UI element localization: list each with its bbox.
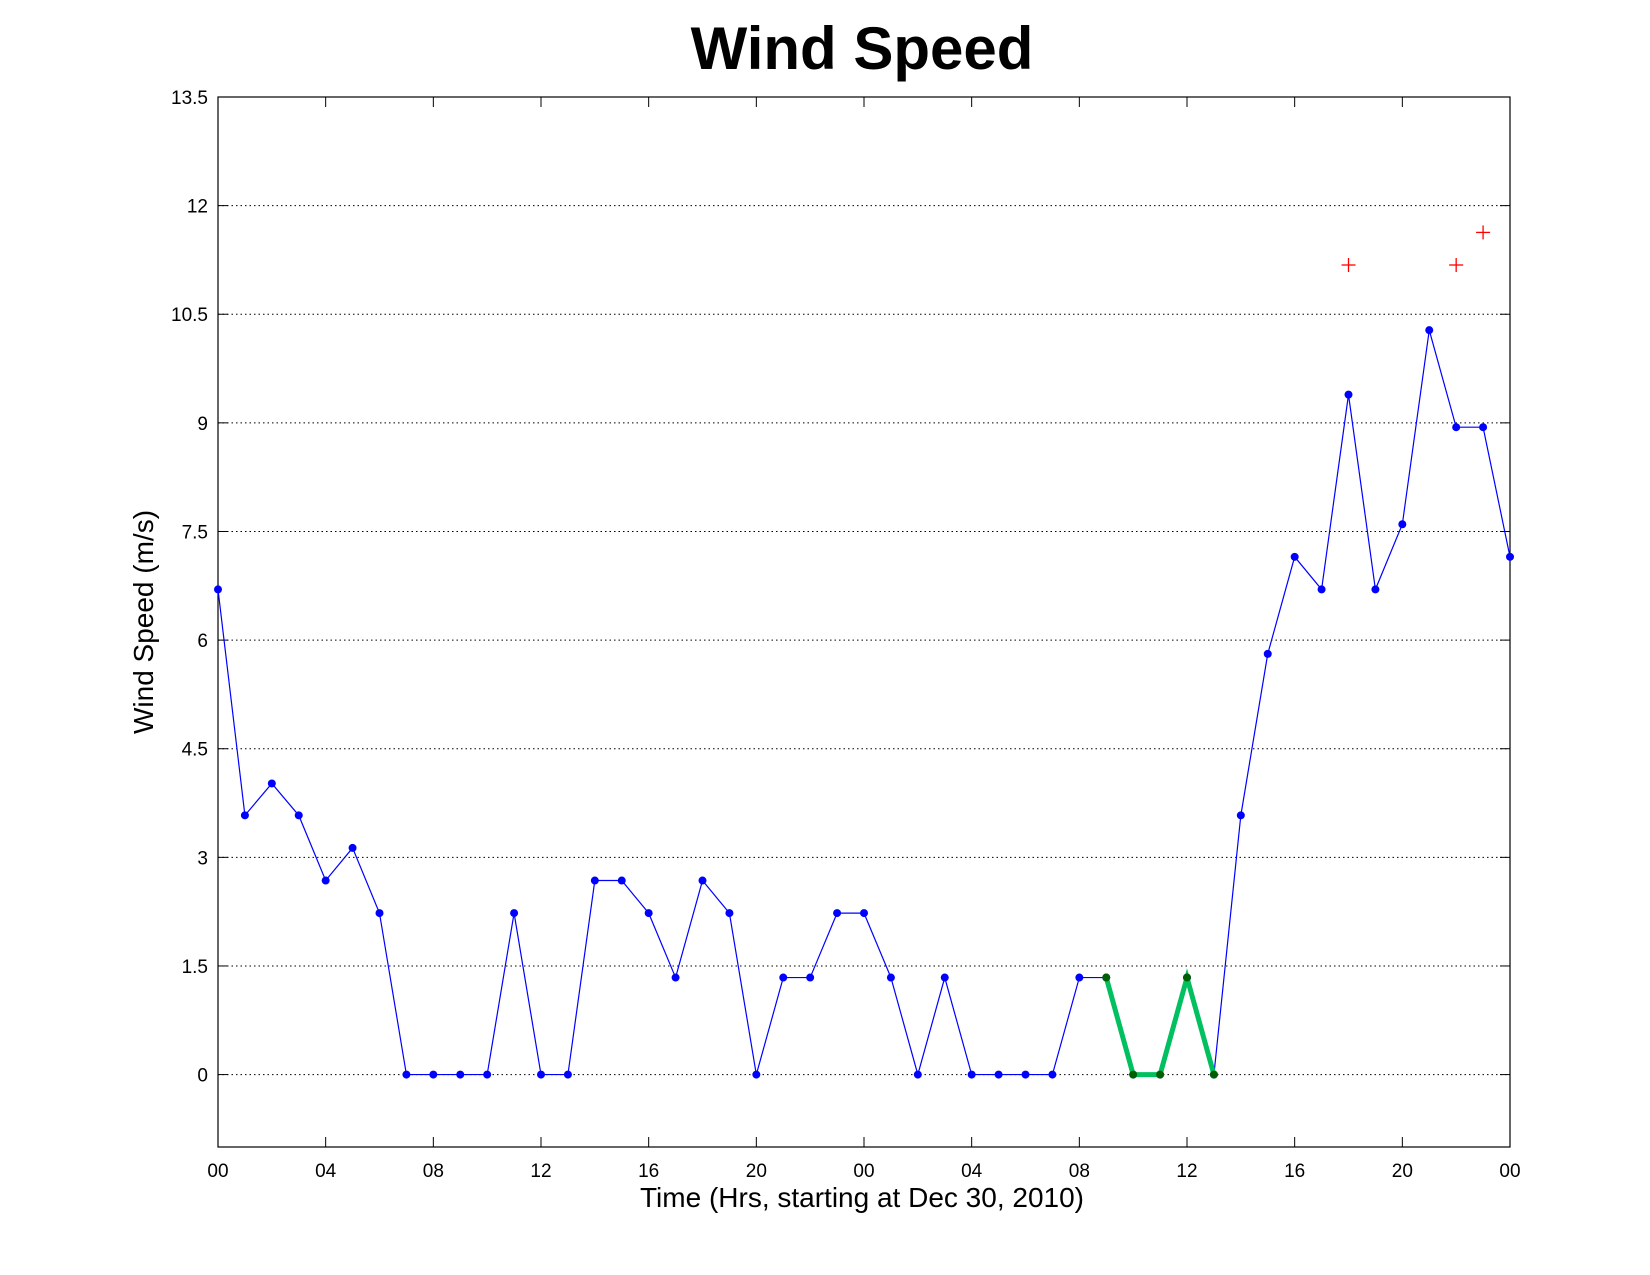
data-point (779, 973, 788, 982)
series-line-green (1103, 968, 1217, 1078)
data-point (1263, 649, 1272, 658)
x-tick-label: 20 (746, 1161, 767, 1182)
data-point (1048, 1070, 1057, 1079)
x-tick-label: 08 (423, 1161, 444, 1182)
data-point (294, 811, 303, 820)
data-point (563, 1070, 572, 1079)
chart-title: Wind Speed (691, 15, 1034, 82)
data-point (402, 1070, 411, 1079)
data-point (537, 1070, 545, 1079)
y-tick-label: 12 (187, 197, 208, 218)
data-point (483, 1070, 492, 1079)
data-point (456, 1070, 465, 1079)
data-point (1021, 1070, 1030, 1079)
y-tick-label: 10.5 (171, 305, 208, 326)
data-point-green (1156, 1070, 1165, 1079)
data-point (617, 876, 626, 885)
data-point (671, 973, 680, 982)
data-point (1425, 326, 1434, 335)
y-tick-label: 4.5 (182, 740, 208, 761)
data-point (240, 811, 249, 820)
y-tick-label: 1.5 (182, 957, 208, 978)
plus-marker (1476, 225, 1491, 240)
data-point (752, 1070, 761, 1079)
data-point (1479, 423, 1488, 432)
y-axis-label: Wind Speed (m/s) (128, 510, 159, 734)
data-point (267, 779, 276, 788)
data-point (1317, 585, 1326, 594)
x-tick-label: 04 (961, 1161, 983, 1182)
plot-area-frame (217, 96, 1511, 1148)
data-point (1371, 585, 1380, 594)
data-point (214, 585, 222, 594)
data-point (1506, 552, 1514, 561)
y-tick-label: 3 (197, 848, 208, 869)
x-tick-label: 12 (530, 1161, 551, 1182)
data-point (644, 909, 653, 918)
x-tick-label: 00 (1499, 1161, 1520, 1182)
y-tick-label: 7.5 (182, 522, 208, 543)
x-axis-label: Time (Hrs, starting at Dec 30, 2010) (640, 1182, 1084, 1213)
plus-marker (1341, 258, 1356, 272)
data-point (940, 973, 949, 982)
x-tick-label: 16 (1284, 1161, 1305, 1182)
data-point (886, 973, 895, 982)
grid-lines (218, 96, 1510, 1076)
data-point (994, 1070, 1003, 1079)
data-point (1290, 552, 1299, 561)
data-point (833, 909, 842, 918)
x-tick-label: 12 (1176, 1161, 1197, 1182)
data-point (806, 973, 815, 982)
axis-ticks: 0 1.5 3 4.5 6 7.5 9 10.5 12 13.5 00 04 08 12 16 20 00 04 0… (171, 88, 1521, 1182)
data-point-green (1209, 1070, 1218, 1079)
y-tick-label: 6 (197, 631, 208, 652)
data-point (913, 1070, 922, 1079)
y-tick-label: 0 (197, 1066, 208, 1087)
x-tick-label: 08 (1069, 1161, 1090, 1182)
data-point-green (1129, 1070, 1138, 1079)
data-point (860, 909, 868, 918)
series-line-blue (217, 330, 1511, 1077)
y-tick-label: 9 (197, 414, 208, 435)
data-point (1398, 520, 1407, 529)
data-point (348, 843, 357, 852)
x-tick-label: 00 (207, 1161, 228, 1182)
data-point (375, 909, 384, 918)
data-point (1236, 811, 1245, 820)
plus-marker (1449, 258, 1464, 272)
data-point (698, 876, 707, 885)
x-tick-label: 20 (1392, 1161, 1413, 1182)
data-point (725, 909, 734, 918)
data-point (510, 909, 519, 918)
data-point-green (1183, 973, 1191, 982)
data-series (214, 225, 1514, 1079)
data-point (967, 1070, 976, 1079)
x-tick-label: 16 (638, 1161, 659, 1182)
data-point (429, 1070, 438, 1079)
data-point-green (1102, 973, 1111, 982)
y-tick-label: 13.5 (171, 88, 208, 109)
x-tick-label: 00 (853, 1161, 874, 1182)
data-point (1075, 973, 1084, 982)
data-point (1452, 423, 1461, 432)
x-tick-label: 04 (315, 1161, 337, 1182)
data-point (590, 876, 599, 885)
data-point (1344, 390, 1353, 399)
data-point (321, 876, 330, 885)
